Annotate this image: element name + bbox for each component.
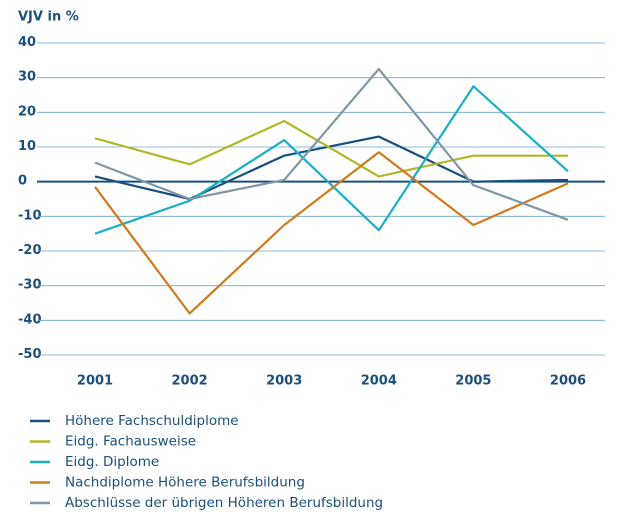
y-tick-label: -50 — [18, 347, 42, 362]
x-tick-label: 2003 — [266, 374, 302, 389]
y-tick-label: 0 — [18, 174, 27, 189]
legend-label: Höhere Fachschuldiplome — [65, 413, 239, 429]
series-line — [94, 135, 569, 201]
series-line — [94, 85, 569, 235]
y-tick-label: -20 — [18, 243, 42, 258]
legend-label: Nachdiplome Höhere Berufsbildung — [65, 475, 305, 491]
legend-label: Eidg. Diplome — [65, 454, 159, 470]
y-tick-label: 20 — [18, 104, 36, 119]
y-tick-label: -30 — [18, 278, 42, 293]
y-tick-label: 10 — [18, 139, 36, 154]
y-axis-label: VJV in % — [18, 10, 79, 25]
legend-label: Eidg. Fachausweise — [65, 434, 196, 450]
y-tick-label: -40 — [18, 312, 42, 327]
legend-label: Abschlüsse der übrigen Höheren Berufsbil… — [65, 495, 383, 511]
x-tick-label: 2004 — [361, 374, 397, 389]
x-tick-label: 2001 — [77, 374, 113, 389]
series-line — [94, 151, 569, 315]
y-tick-label: 30 — [18, 70, 36, 85]
y-tick-label: -10 — [18, 208, 42, 223]
y-tick-label: 40 — [18, 35, 36, 50]
x-tick-label: 2006 — [550, 374, 586, 389]
x-tick-label: 2005 — [455, 374, 491, 389]
series-line — [94, 119, 568, 178]
x-tick-label: 2002 — [172, 374, 208, 389]
series-line — [94, 67, 569, 221]
